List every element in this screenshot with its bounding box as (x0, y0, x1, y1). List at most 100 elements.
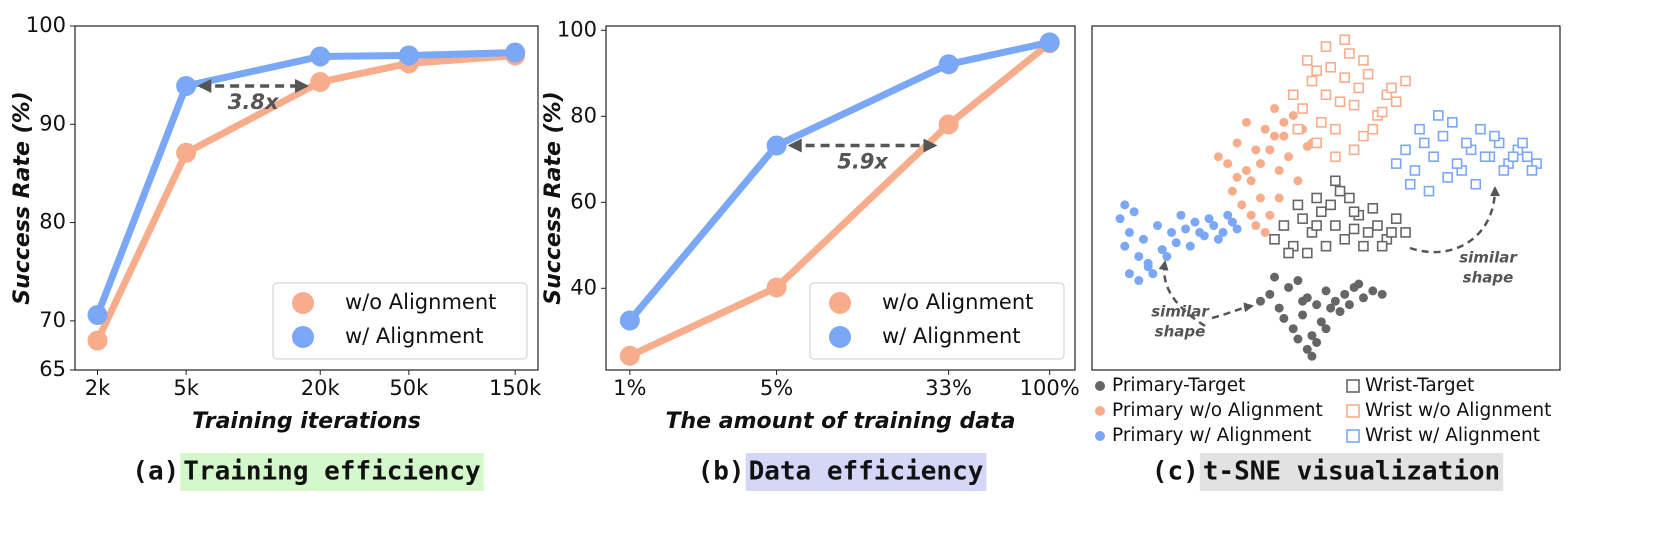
legend-marker (1095, 406, 1105, 416)
point (1316, 317, 1326, 327)
point (1367, 203, 1379, 214)
point (1447, 117, 1458, 128)
x-tick-label: 5k (173, 376, 199, 400)
point (1190, 217, 1200, 227)
point (1320, 240, 1332, 252)
point (1517, 137, 1528, 149)
legend-label: w/o Alignment (882, 290, 1033, 314)
point (1320, 89, 1332, 101)
point (1423, 185, 1435, 197)
legend-marker (1095, 431, 1105, 441)
point (1039, 32, 1060, 53)
point (1409, 165, 1421, 176)
point (1232, 138, 1242, 148)
point (1213, 234, 1223, 244)
point (1279, 131, 1289, 141)
point (938, 54, 959, 75)
point (1316, 206, 1327, 218)
point (1278, 220, 1290, 231)
point (1265, 289, 1275, 299)
point (1330, 175, 1341, 187)
annotation-text: similar (1459, 249, 1518, 267)
point (1227, 186, 1237, 196)
point (1120, 241, 1130, 251)
point (1390, 213, 1402, 224)
point (1134, 251, 1144, 261)
point (1437, 130, 1449, 142)
point (1241, 165, 1251, 175)
point (1311, 220, 1322, 231)
point (310, 46, 331, 67)
point (1475, 123, 1486, 135)
point (1507, 151, 1519, 163)
legend-label: w/ Alignment (882, 324, 1021, 348)
x-tick-label: 33% (925, 376, 972, 400)
point (1311, 137, 1322, 149)
x-tick-label: 150k (489, 376, 542, 400)
point (1386, 82, 1397, 94)
point (1362, 227, 1374, 238)
y-tick-label: 80 (39, 210, 66, 234)
point (1461, 137, 1472, 149)
point (1335, 307, 1345, 317)
point (176, 142, 197, 163)
point (1372, 220, 1383, 231)
point (1301, 55, 1313, 66)
point (1270, 272, 1280, 282)
plot-frame (605, 25, 1076, 371)
annotation-text: 5.9x (837, 150, 889, 174)
point (1368, 286, 1378, 296)
legend-label: Wrist w/o Alignment (1365, 400, 1551, 421)
point (310, 72, 331, 93)
point (1284, 282, 1294, 292)
point (619, 345, 640, 366)
point (1143, 258, 1153, 268)
caption: Training efficiency (183, 457, 480, 487)
point (1334, 96, 1346, 107)
annotation-text: shape (1463, 269, 1514, 287)
point (1354, 279, 1364, 289)
point (1269, 233, 1280, 245)
point (1362, 68, 1374, 80)
point (1306, 75, 1318, 87)
point (1153, 221, 1163, 231)
point (1377, 289, 1387, 299)
x-axis-title: The amount of training data (666, 409, 1016, 434)
x-tick-label: 1% (613, 376, 646, 400)
y-tick-label: 70 (39, 308, 66, 332)
point (1307, 331, 1317, 341)
point (1498, 165, 1510, 176)
point (87, 330, 108, 351)
point (1321, 324, 1331, 334)
point (1340, 289, 1350, 299)
point (1298, 310, 1308, 320)
point (1265, 145, 1275, 155)
point (1428, 151, 1439, 163)
legend-label: Primary-Target (1112, 375, 1245, 396)
point (1442, 172, 1453, 183)
legend-marker (292, 326, 314, 348)
point (1526, 165, 1538, 176)
point (1311, 65, 1322, 77)
point (1330, 123, 1341, 135)
point (1414, 123, 1425, 135)
legend-marker (1095, 381, 1105, 391)
caption-highlight (1199, 453, 1504, 491)
point (1301, 247, 1313, 259)
point (1298, 296, 1308, 306)
point (1218, 227, 1228, 237)
y-axis-title: Success Rate (%) (10, 91, 35, 304)
caption-highlight (180, 453, 484, 491)
point (1223, 210, 1233, 220)
annotation-text: similar (1151, 303, 1210, 321)
series-line (628, 40, 1052, 359)
legend-label: Primary w/o Alignment (1112, 400, 1323, 421)
point (1232, 224, 1242, 234)
point (1227, 217, 1237, 227)
legend-marker (829, 326, 851, 348)
point (1204, 214, 1214, 224)
point (1479, 151, 1491, 163)
point (1330, 220, 1341, 231)
point (1279, 117, 1289, 127)
point (1386, 227, 1397, 238)
